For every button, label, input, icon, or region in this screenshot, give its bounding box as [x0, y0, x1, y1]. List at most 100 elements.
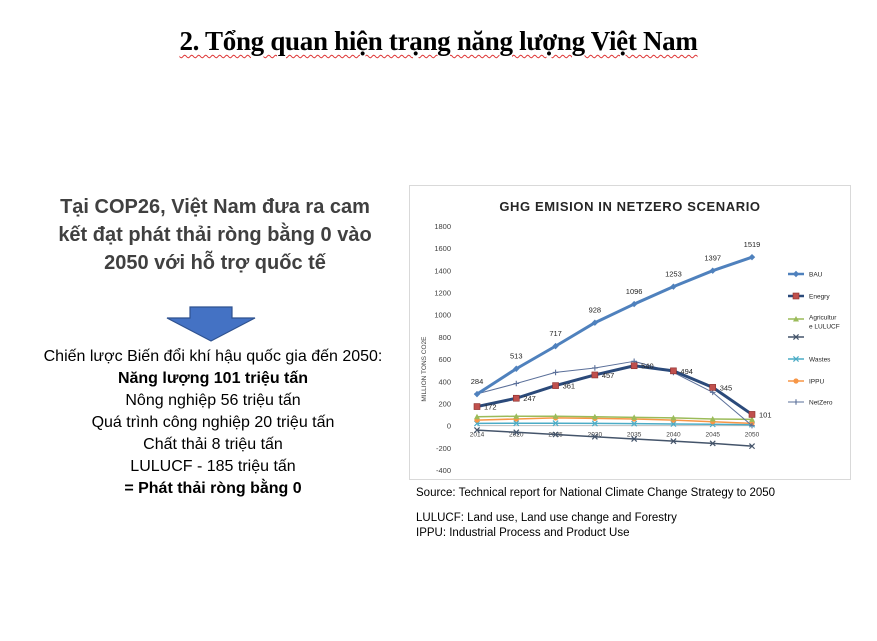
strategy-intro: Chiến lược Biến đổi khí hậu quốc gia đến…	[43, 348, 383, 365]
data-label: 284	[471, 377, 484, 386]
y-tick-label: 600	[438, 355, 451, 364]
x-tick-label: 2014	[470, 432, 485, 439]
y-tick-label: 200	[438, 399, 451, 408]
data-point	[552, 369, 559, 376]
data-point	[793, 316, 799, 322]
legend-label: IPPU	[809, 379, 824, 386]
data-point	[474, 413, 480, 420]
strategy-energy: Năng lượng 101 triệu tấn	[117, 370, 309, 387]
data-point	[592, 365, 598, 371]
data-label: 513	[510, 352, 523, 361]
data-point	[552, 382, 559, 389]
y-tick-label: 0	[447, 422, 451, 431]
data-label: 101	[759, 410, 772, 419]
data-label: 928	[589, 306, 602, 315]
data-point	[670, 438, 677, 445]
y-axis-label: MILLION TONS CO2E	[421, 336, 428, 402]
series-line	[476, 255, 753, 396]
data-point	[748, 411, 756, 418]
strategy-net-zero: = Phát thải ròng bằng 0	[124, 480, 302, 497]
strategy-agriculture: Nông nghiệp 56 triệu tấn	[125, 392, 301, 409]
legend-label: BAU	[809, 272, 823, 279]
headline: Tại COP26, Việt Nam đưa ra cam kết đạt p…	[58, 196, 372, 274]
data-point	[792, 355, 800, 363]
data-point	[552, 431, 559, 438]
data-point	[513, 380, 520, 387]
data-point	[709, 415, 716, 422]
data-point	[591, 319, 599, 326]
data-label: 1253	[665, 270, 682, 279]
ippu-note: IPPU: Industrial Process and Product Use	[416, 527, 630, 539]
data-label: 361	[563, 382, 576, 391]
data-point	[473, 427, 481, 434]
ghg-chart-svg: GHG EMISION IN NETZERO SCENARIO -400 -200 0…	[421, 199, 840, 475]
data-point	[473, 403, 481, 410]
y-tick-label: 800	[438, 333, 451, 342]
strategy-lulucf: LULUCF - 185 triệu tấn	[130, 458, 296, 475]
chart-notes: Source: Technical report for National Cl…	[416, 486, 866, 541]
data-point	[552, 420, 559, 427]
strategy-waste: Chất thải 8 triệu tấn	[143, 436, 283, 453]
data-point	[513, 420, 520, 427]
data-label: 247	[523, 394, 536, 403]
data-point	[512, 394, 520, 402]
legend-label: e LULUCF	[809, 324, 840, 331]
legend-label: Enegry	[809, 294, 830, 301]
data-point	[631, 435, 638, 442]
data-point	[513, 413, 520, 419]
strategy-text: Chiến lược Biến đổi khí hậu quốc gia đến…	[33, 346, 393, 500]
y-tick-label: 1200	[434, 289, 451, 298]
x-tick-label: 2050	[745, 432, 760, 439]
data-point	[749, 422, 755, 429]
down-arrow-icon	[166, 306, 256, 342]
data-point	[792, 270, 800, 278]
data-label: 1519	[744, 240, 761, 249]
data-point	[748, 443, 756, 450]
data-point	[749, 416, 755, 422]
data-point	[591, 433, 598, 440]
x-tick-label: 2030	[588, 432, 603, 439]
legend-label: Wastes	[809, 357, 831, 364]
x-tick-label: 2045	[705, 432, 720, 439]
data-point	[513, 429, 520, 436]
data-point	[670, 283, 677, 290]
data-point	[631, 414, 638, 420]
series-line	[476, 429, 753, 447]
x-tick-label: 2040	[666, 432, 681, 439]
x-tick-label: 2020	[509, 432, 524, 439]
y-tick-label: 1400	[434, 266, 451, 275]
series-line	[476, 422, 753, 426]
series-line	[476, 360, 753, 427]
data-label: 345	[720, 383, 733, 392]
ghg-chart: GHG EMISION IN NETZERO SCENARIO -400 -200 0…	[409, 185, 851, 480]
data-point	[591, 420, 598, 427]
data-label: 717	[549, 329, 562, 338]
data-point	[630, 300, 638, 308]
data-point	[670, 414, 677, 421]
data-point	[670, 420, 677, 427]
legend-label: Agricultur	[809, 315, 837, 322]
legend-label: NetZero	[809, 400, 833, 407]
data-point	[473, 390, 481, 398]
y-tick-label: 1800	[434, 222, 451, 231]
series-line	[476, 364, 753, 416]
source-note: Source: Technical report for National Cl…	[416, 487, 776, 499]
data-point	[709, 440, 716, 447]
y-tick-label: 1600	[434, 244, 451, 253]
data-label: 1397	[704, 254, 721, 263]
data-point	[793, 399, 799, 405]
y-tick-label: 1000	[434, 311, 451, 320]
lulucf-note: LULUCF: Land use, Land use change and Fo…	[416, 512, 677, 524]
data-point	[792, 292, 800, 300]
data-label: 494	[680, 367, 693, 376]
data-point	[630, 362, 638, 370]
y-tick-label: 400	[438, 377, 451, 386]
series-line	[476, 415, 753, 421]
data-point	[552, 413, 559, 419]
x-tick-label: 2035	[627, 432, 642, 439]
chart-title: GHG EMISION IN NETZERO SCENARIO	[499, 199, 760, 214]
slide-title: 2. Tổng quan hiện trạng năng lượng Việt …	[179, 26, 698, 56]
y-tick-label: -400	[436, 466, 451, 475]
data-label: 172	[484, 403, 497, 412]
data-point	[631, 420, 638, 427]
